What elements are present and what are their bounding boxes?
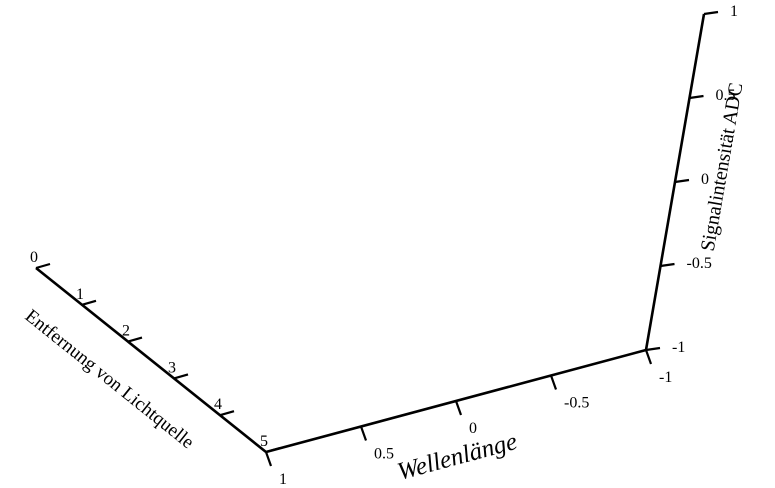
distance-tick-label: 1	[76, 286, 84, 303]
intensity-tick-label: 1	[730, 3, 738, 20]
distance-tick-label: 2	[122, 323, 130, 340]
intensity-axis-ticks: -1 -0.5 0 0.5 1	[645, 3, 738, 356]
intensity-axis-title: Signalintensität ADC	[697, 81, 748, 253]
distance-tick-label: 5	[260, 433, 268, 450]
distance-tick-label: 3	[168, 359, 176, 376]
intensity-tick-label: -1	[672, 339, 685, 356]
distance-tick-label: 0	[30, 249, 38, 266]
intensity-tick-mark	[689, 94, 704, 100]
wavelength-tick-mark	[644, 349, 653, 365]
wavelength-axis-title: Wellenlänge	[395, 428, 520, 486]
distance-tick-mark	[173, 373, 189, 380]
distance-tick-mark	[81, 299, 97, 306]
distance-axis-line	[35, 266, 267, 454]
distance-tick-mark	[35, 262, 51, 270]
intensity-tick-label: 0.5	[716, 87, 736, 104]
intensity-tick-label: -0.5	[687, 255, 712, 272]
wavelength-tick-mark	[264, 451, 273, 467]
distance-tick-label: 4	[214, 396, 222, 413]
intensity-tick-mark	[660, 262, 675, 268]
wavelength-tick-label: 0.5	[374, 446, 394, 463]
intensity-tick-mark	[645, 346, 661, 352]
wavelength-tick-label: 0	[469, 420, 477, 437]
distance-tick-mark	[127, 336, 143, 343]
distance-axis-ticks: 0 1 2 3 4 5	[30, 249, 281, 454]
wavelength-tick-label: -1	[659, 369, 672, 386]
wavelength-tick-mark	[359, 426, 368, 441]
wavelength-tick-label: 1	[279, 471, 287, 488]
intensity-tick-mark	[674, 178, 690, 184]
intensity-tick-mark	[703, 10, 719, 16]
distance-tick-mark	[219, 410, 235, 417]
wavelength-tick-label: -0.5	[564, 395, 589, 412]
wavelength-axis-ticks: 1 0.5 0 -0.5 -1	[264, 349, 672, 488]
intensity-tick-label: 0	[701, 171, 709, 188]
distance-tick-mark	[265, 446, 281, 454]
wavelength-tick-mark	[454, 400, 463, 416]
wavelength-tick-mark	[549, 375, 558, 390]
